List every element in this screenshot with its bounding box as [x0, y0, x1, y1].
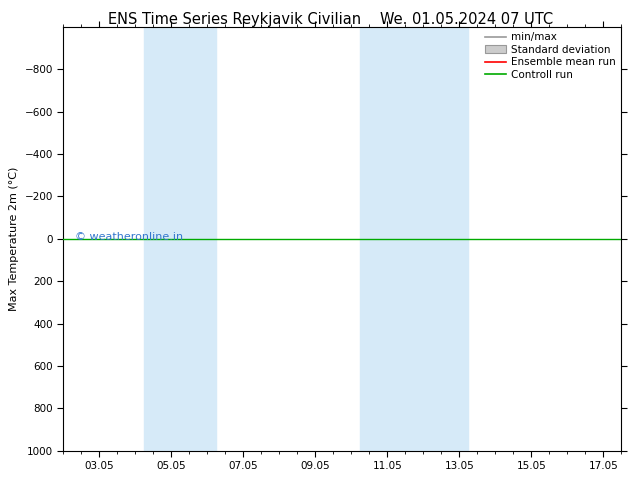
Bar — [145, 27, 216, 451]
Legend: min/max, Standard deviation, Ensemble mean run, Controll run: min/max, Standard deviation, Ensemble me… — [483, 30, 618, 82]
Bar — [360, 27, 469, 451]
Text: ENS Time Series Reykjavik Civilian: ENS Time Series Reykjavik Civilian — [108, 12, 361, 27]
Text: © weatheronline.in: © weatheronline.in — [75, 232, 183, 242]
Y-axis label: Max Temperature 2m (°C): Max Temperature 2m (°C) — [9, 167, 19, 311]
Text: We. 01.05.2024 07 UTC: We. 01.05.2024 07 UTC — [380, 12, 553, 27]
